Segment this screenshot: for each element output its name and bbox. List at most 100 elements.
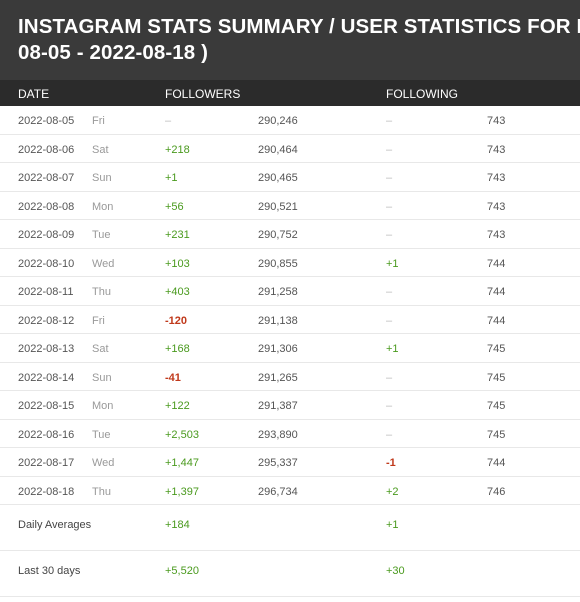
row-followers-total: 291,387 xyxy=(258,400,298,412)
table-row: 2022-08-16 Tue +2,503 293,890 – 745 xyxy=(0,420,580,448)
row-followers-total: 295,337 xyxy=(258,457,298,469)
row-following-change: – xyxy=(386,428,393,441)
row-date: 2022-08-05 xyxy=(18,115,75,127)
row-weekday: Thu xyxy=(92,485,111,498)
row-date: 2022-08-11 xyxy=(18,286,74,298)
row-followers-total: 296,734 xyxy=(258,485,298,498)
row-date: 2022-08-17 xyxy=(18,457,75,469)
table-row: 2022-08-12 Fri -120 291,138 – 744 xyxy=(0,306,580,334)
row-followers-total: 293,890 xyxy=(258,428,298,441)
table-row: 2022-08-09 Tue +231 290,752 – 743 xyxy=(0,220,580,249)
row-followers-total: 291,258 xyxy=(258,286,298,298)
row-weekday: Wed xyxy=(92,457,115,469)
summary-followers-change: +5,520 xyxy=(165,565,199,577)
row-date: 2022-08-10 xyxy=(18,257,75,270)
row-weekday: Fri xyxy=(92,314,105,327)
page-title-line-1: INSTAGRAM STATS SUMMARY / USER STATISTIC… xyxy=(18,15,580,38)
summary-label: Last 30 days xyxy=(18,565,81,577)
row-following-total: 743 xyxy=(487,143,506,156)
row-following-change: – xyxy=(386,143,393,156)
row-date: 2022-08-18 xyxy=(18,485,75,498)
summary-row: Daily Averages +184 +1 xyxy=(0,505,580,551)
row-date: 2022-08-12 xyxy=(18,314,75,327)
table-row: 2022-08-06 Sat +218 290,464 – 743 xyxy=(0,135,580,163)
row-following-change: – xyxy=(386,172,393,184)
row-followers-total: 291,306 xyxy=(258,343,298,355)
row-following-change: – xyxy=(386,314,393,327)
row-following-change: – xyxy=(386,115,393,127)
row-following-total: 744 xyxy=(487,457,506,469)
table-row: 2022-08-10 Wed +103 290,855 +1 744 xyxy=(0,249,580,277)
table-row: 2022-08-14 Sun -41 291,265 – 745 xyxy=(0,363,580,391)
row-date: 2022-08-15 xyxy=(18,400,75,412)
row-followers-total: 291,138 xyxy=(258,314,298,327)
row-followers-change: +122 xyxy=(165,400,190,412)
row-followers-change: +103 xyxy=(165,257,190,270)
table-row: 2022-08-07 Sun +1 290,465 – 743 xyxy=(0,163,580,192)
row-date: 2022-08-07 xyxy=(18,172,75,184)
row-following-total: 745 xyxy=(487,343,506,355)
row-following-total: 743 xyxy=(487,115,506,127)
row-following-total: 744 xyxy=(487,314,506,327)
row-followers-total: 290,855 xyxy=(258,257,298,270)
row-followers-change: – xyxy=(165,115,172,127)
row-following-total: 746 xyxy=(487,485,506,498)
row-followers-change: -41 xyxy=(165,371,181,384)
row-weekday: Sun xyxy=(92,172,112,184)
row-weekday: Sat xyxy=(92,343,109,355)
row-date: 2022-08-16 xyxy=(18,428,75,441)
page-title-line-2: 08-05 - 2022-08-18 ) xyxy=(18,41,209,64)
row-followers-total: 290,521 xyxy=(258,200,298,213)
summary-followers-change: +184 xyxy=(165,519,190,531)
row-followers-change: +231 xyxy=(165,229,190,241)
column-header-followers: FOLLOWERS xyxy=(165,87,241,101)
summary-row: Last 30 days +5,520 +30 xyxy=(0,551,580,597)
row-weekday: Mon xyxy=(92,400,114,412)
row-following-total: 743 xyxy=(487,229,506,241)
row-following-change: +2 xyxy=(386,485,399,498)
row-followers-change: +168 xyxy=(165,343,190,355)
row-weekday: Tue xyxy=(92,428,111,441)
row-followers-change: +403 xyxy=(165,286,190,298)
summary-label: Daily Averages xyxy=(18,519,92,531)
table-row: 2022-08-18 Thu +1,397 296,734 +2 746 xyxy=(0,477,580,505)
row-following-change: – xyxy=(386,286,393,298)
row-weekday: Tue xyxy=(92,229,111,241)
table-header: DATE FOLLOWERS FOLLOWING xyxy=(0,80,580,106)
row-weekday: Sun xyxy=(92,371,112,384)
row-date: 2022-08-14 xyxy=(18,371,75,384)
row-followers-change: +1,447 xyxy=(165,457,199,469)
row-following-total: 745 xyxy=(487,428,506,441)
row-followers-change: -120 xyxy=(165,314,188,327)
table-row: 2022-08-15 Mon +122 291,387 – 745 xyxy=(0,391,580,420)
row-followers-change: +56 xyxy=(165,200,184,213)
column-header-date: DATE xyxy=(18,87,50,101)
row-followers-total: 290,752 xyxy=(258,229,298,241)
table-row: 2022-08-17 Wed +1,447 295,337 -1 744 xyxy=(0,448,580,477)
row-date: 2022-08-09 xyxy=(18,229,75,241)
row-weekday: Thu xyxy=(92,286,111,298)
row-followers-total: 290,246 xyxy=(258,115,298,127)
row-date: 2022-08-06 xyxy=(18,143,75,156)
row-followers-change: +2,503 xyxy=(165,428,199,441)
title-bar: INSTAGRAM STATS SUMMARY / USER STATISTIC… xyxy=(0,0,580,80)
row-following-total: 744 xyxy=(487,286,506,298)
row-following-total: 743 xyxy=(487,172,506,184)
row-followers-change: +1,397 xyxy=(165,485,199,498)
row-weekday: Sat xyxy=(92,143,109,156)
row-date: 2022-08-08 xyxy=(18,200,75,213)
row-followers-total: 290,465 xyxy=(258,172,298,184)
row-followers-total: 291,265 xyxy=(258,371,298,384)
table-row: 2022-08-13 Sat +168 291,306 +1 745 xyxy=(0,334,580,363)
row-weekday: Mon xyxy=(92,200,114,213)
row-following-change: – xyxy=(386,229,393,241)
column-header-following: FOLLOWING xyxy=(386,87,459,101)
row-following-total: 743 xyxy=(487,200,506,213)
table-row: 2022-08-08 Mon +56 290,521 – 743 xyxy=(0,192,580,220)
row-weekday: Fri xyxy=(92,115,105,127)
summary-following-change: +1 xyxy=(386,519,399,531)
row-followers-total: 290,464 xyxy=(258,143,298,156)
row-followers-change: +218 xyxy=(165,143,190,156)
row-following-change: -1 xyxy=(386,457,396,469)
summary-following-change: +30 xyxy=(386,565,405,577)
